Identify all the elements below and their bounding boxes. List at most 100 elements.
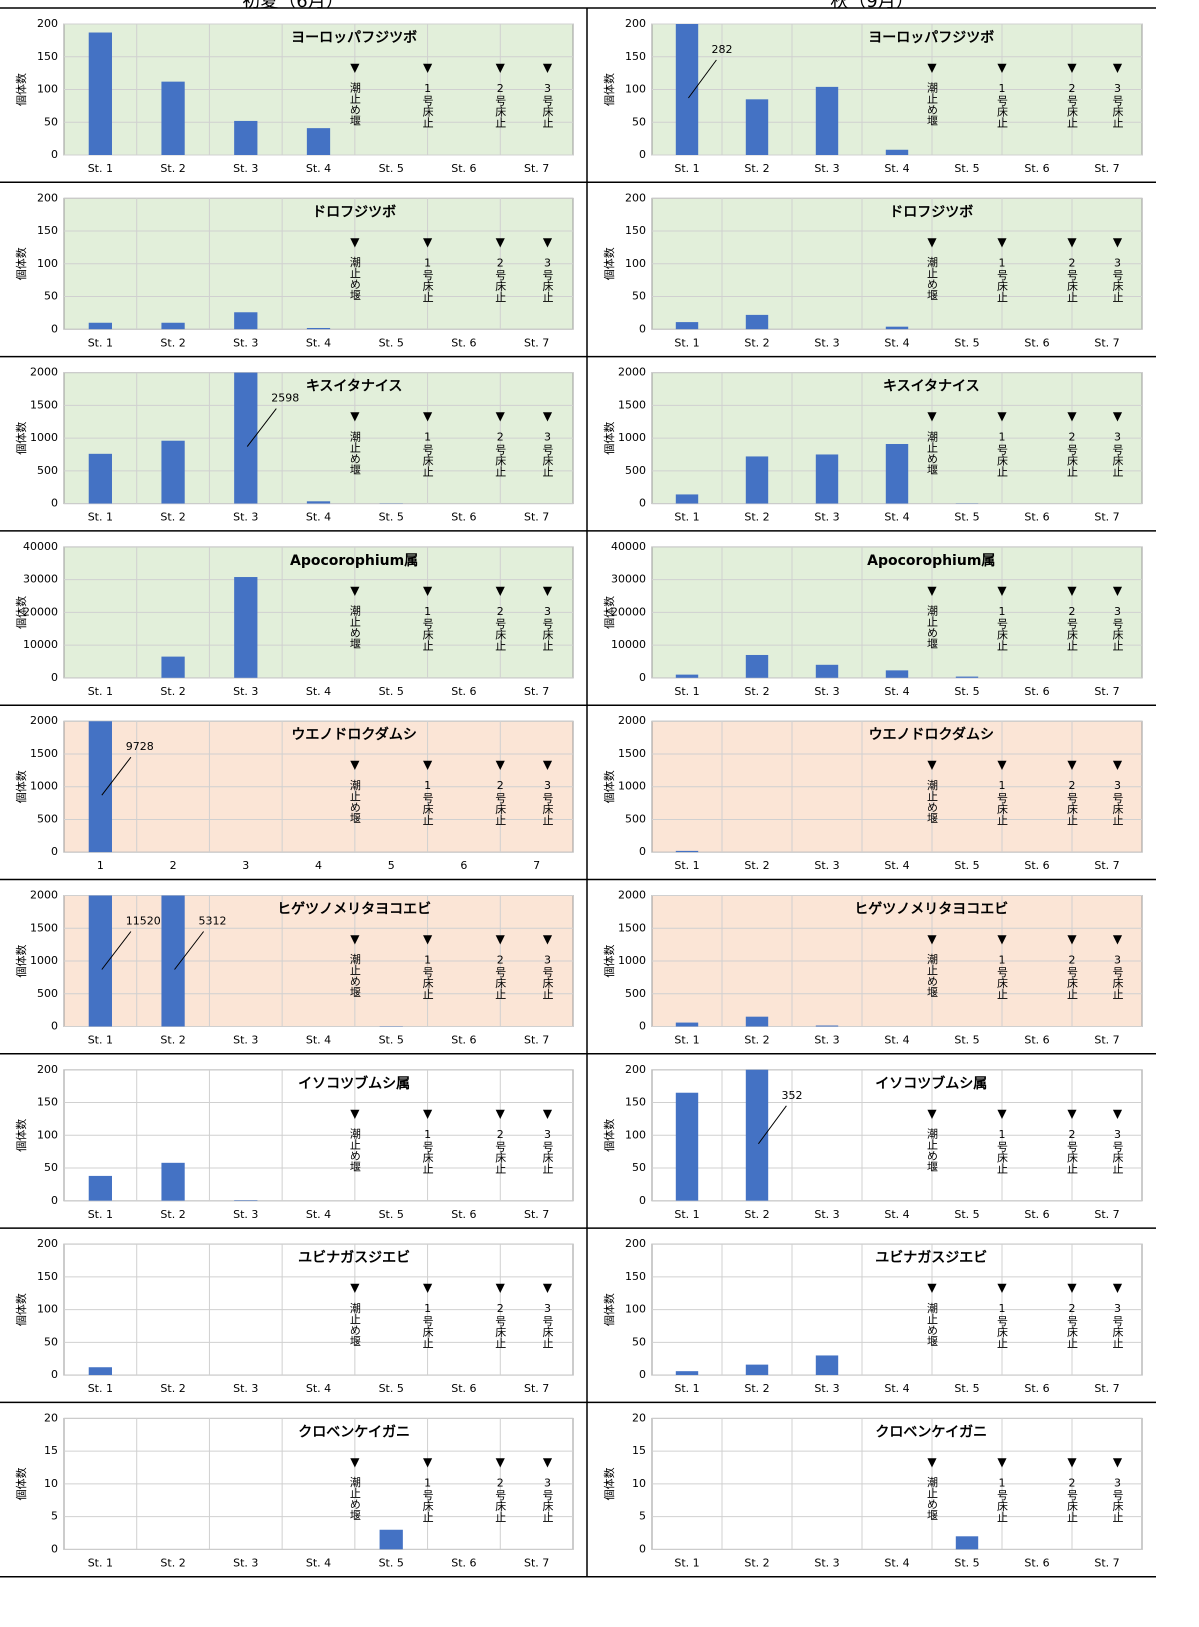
bar xyxy=(234,372,258,504)
y-tick-label: 1500 xyxy=(30,921,58,934)
y-tick-label: 0 xyxy=(51,1542,58,1555)
marker-arrow: ▼ xyxy=(496,758,506,772)
station-marker: 潮止め堰 xyxy=(926,255,939,300)
bar xyxy=(675,1371,699,1376)
x-tick-label: St. 3 xyxy=(814,685,839,698)
marker-arrow: ▼ xyxy=(1067,61,1077,75)
marker-arrow: ▼ xyxy=(423,1106,433,1120)
station-marker: 1号床止 xyxy=(996,779,1009,825)
y-tick-label: 1500 xyxy=(618,747,646,760)
y-axis-label: 個体数 xyxy=(602,770,616,803)
chart-title: ウエノドロクダムシ xyxy=(291,726,416,743)
station-marker: 潮止め堰 xyxy=(926,1475,939,1520)
y-axis-label: 個体数 xyxy=(602,1467,616,1500)
x-tick-label: St. 3 xyxy=(814,859,839,872)
y-tick-label: 20 xyxy=(44,1411,58,1424)
x-tick-label: St. 6 xyxy=(1024,1034,1049,1047)
chart-title: クロベンケイガニ xyxy=(298,1424,410,1440)
station-marker: 1号床止 xyxy=(421,605,434,651)
y-axis-label: 個体数 xyxy=(602,1293,616,1326)
marker-arrow: ▼ xyxy=(543,583,553,597)
chart-title: イソコツブムシ属 xyxy=(298,1075,410,1092)
x-tick-label: St. 7 xyxy=(524,511,549,524)
x-tick-label: St. 2 xyxy=(160,336,185,349)
x-tick-label: St. 5 xyxy=(954,859,979,872)
bar xyxy=(234,120,258,155)
y-axis-label: 個体数 xyxy=(14,596,28,629)
station-marker: 1号床止 xyxy=(421,82,434,128)
marker-arrow: ▼ xyxy=(997,1106,1007,1120)
marker-arrow: ▼ xyxy=(496,932,506,946)
y-tick-label: 500 xyxy=(625,812,646,825)
x-tick-label: St. 5 xyxy=(379,1034,404,1047)
y-tick-label: 0 xyxy=(639,148,646,161)
y-tick-label: 0 xyxy=(639,845,646,858)
marker-arrow: ▼ xyxy=(927,1281,937,1295)
bar xyxy=(675,494,699,504)
x-tick-label: St. 1 xyxy=(674,1556,699,1569)
x-tick-label: 5 xyxy=(388,859,395,872)
x-tick-label: 1 xyxy=(97,859,104,872)
marker-arrow: ▼ xyxy=(423,583,433,597)
y-axis-label: 個体数 xyxy=(14,422,28,455)
x-tick-label: St. 2 xyxy=(744,685,769,698)
x-tick-label: St. 2 xyxy=(744,1208,769,1221)
y-tick-label: 200 xyxy=(37,191,58,204)
x-tick-label: St. 7 xyxy=(524,1034,549,1047)
marker-arrow: ▼ xyxy=(1067,1281,1077,1295)
y-tick-label: 200 xyxy=(625,1237,646,1250)
station-marker: 1号床止 xyxy=(421,431,434,477)
x-tick-label: St. 3 xyxy=(233,1382,258,1395)
bar xyxy=(88,322,112,330)
x-tick-label: St. 2 xyxy=(744,1034,769,1047)
station-marker: 2号床止 xyxy=(1066,431,1079,477)
marker-arrow: ▼ xyxy=(1113,1455,1123,1469)
x-tick-label: St. 5 xyxy=(954,1556,979,1569)
y-tick-label: 0 xyxy=(51,671,58,684)
y-tick-label: 150 xyxy=(37,224,58,237)
x-tick-label: St. 3 xyxy=(814,1208,839,1221)
x-tick-label: St. 4 xyxy=(306,162,331,175)
bar xyxy=(885,670,909,678)
y-tick-label: 100 xyxy=(37,83,58,96)
marker-arrow: ▼ xyxy=(423,932,433,946)
x-tick-label: St. 6 xyxy=(451,685,476,698)
y-tick-label: 0 xyxy=(639,1368,646,1381)
y-tick-label: 50 xyxy=(44,1335,58,1348)
bar xyxy=(745,314,769,330)
marker-arrow: ▼ xyxy=(927,409,937,423)
y-tick-label: 30000 xyxy=(23,573,58,586)
y-tick-label: 40000 xyxy=(23,540,58,553)
y-tick-label: 200 xyxy=(625,191,646,204)
bar xyxy=(161,1162,185,1201)
marker-arrow: ▼ xyxy=(543,409,553,423)
x-tick-label: St. 1 xyxy=(88,1208,113,1221)
station-marker: 潮止め堰 xyxy=(926,429,939,474)
x-tick-label: St. 2 xyxy=(160,685,185,698)
x-tick-label: 3 xyxy=(242,859,249,872)
chart-title: Apocorophium属 xyxy=(867,553,995,569)
x-tick-label: St. 1 xyxy=(674,685,699,698)
bar xyxy=(88,32,112,155)
bar xyxy=(161,440,185,504)
x-tick-label: St. 4 xyxy=(884,162,909,175)
x-tick-label: St. 4 xyxy=(306,1556,331,1569)
marker-arrow: ▼ xyxy=(927,932,937,946)
y-tick-label: 5 xyxy=(51,1510,58,1523)
marker-arrow: ▼ xyxy=(543,61,553,75)
bar xyxy=(675,674,699,678)
marker-arrow: ▼ xyxy=(1113,235,1123,249)
marker-arrow: ▼ xyxy=(997,932,1007,946)
marker-arrow: ▼ xyxy=(997,235,1007,249)
station-marker: 3号床止 xyxy=(541,779,554,825)
station-marker: 1号床止 xyxy=(421,1476,434,1522)
bar xyxy=(955,676,979,678)
x-tick-label: St. 1 xyxy=(88,1034,113,1047)
x-tick-label: St. 7 xyxy=(524,1208,549,1221)
marker-arrow: ▼ xyxy=(997,583,1007,597)
x-tick-label: St. 7 xyxy=(1094,1208,1119,1221)
y-tick-label: 0 xyxy=(51,322,58,335)
x-tick-label: St. 2 xyxy=(744,336,769,349)
y-tick-label: 1000 xyxy=(30,780,58,793)
